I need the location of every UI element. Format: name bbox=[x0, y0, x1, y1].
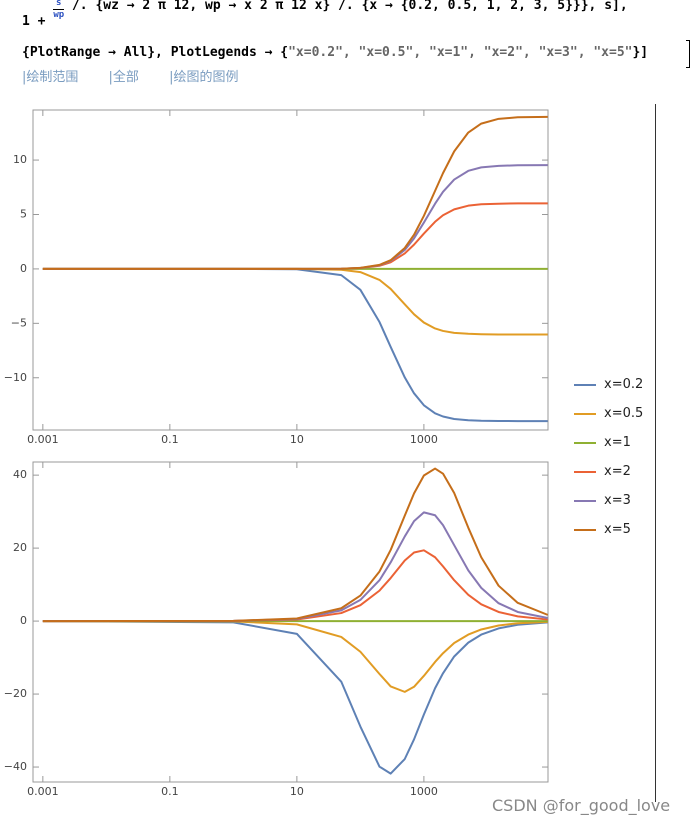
code-text: 1 + bbox=[22, 14, 46, 29]
plot-frame bbox=[32, 461, 549, 783]
legend-item: x=2 bbox=[574, 457, 643, 486]
legend-item: x=0.2 bbox=[574, 370, 643, 399]
watermark: CSDN @for_good_love bbox=[492, 796, 671, 815]
y-tick-label: 20 bbox=[13, 541, 27, 554]
suggestion-link[interactable]: |绘图的图例 bbox=[169, 70, 239, 85]
y-tick-label: 10 bbox=[13, 153, 27, 166]
legend-swatch bbox=[574, 441, 596, 444]
legend-label: x=3 bbox=[604, 493, 631, 508]
series-line bbox=[42, 620, 548, 693]
legend-item: x=1 bbox=[574, 428, 643, 457]
legend: x=0.2 x=0.5 x=1 x=2 x=3 x=5 bbox=[574, 370, 643, 544]
series-line bbox=[42, 549, 548, 623]
series-line bbox=[42, 620, 548, 775]
series-line bbox=[42, 467, 549, 623]
y-tick-label: −40 bbox=[4, 760, 27, 773]
suggestion-bar: |绘制范围 |全部 |绘图的图例 bbox=[22, 66, 264, 85]
legend-swatch bbox=[574, 412, 596, 415]
x-tick-label: 0.1 bbox=[161, 785, 179, 798]
code-strings: "x=0.2", "x=0.5", "x=1", "x=2", "x=3", "… bbox=[288, 45, 633, 60]
fraction: s wp bbox=[53, 0, 65, 21]
code-text: {PlotRange → All}, PlotLegends → { bbox=[22, 45, 289, 60]
code-line-2: {PlotRange → All}, PlotLegends → {"x=0.2… bbox=[22, 45, 648, 60]
series-line bbox=[42, 202, 548, 270]
legend-label: x=2 bbox=[604, 464, 631, 479]
series-line bbox=[42, 511, 548, 623]
code-line-1: 1 + s wp /. {wz → 2 π 12, wp → x 2 π 12 … bbox=[22, 0, 628, 30]
y-tick-label: 5 bbox=[20, 207, 27, 220]
x-tick-label: 0.001 bbox=[27, 785, 59, 798]
x-tick-label: 10 bbox=[290, 433, 304, 446]
y-tick-label: 0 bbox=[20, 262, 27, 275]
numerator: s bbox=[53, 0, 65, 10]
legend-label: x=1 bbox=[604, 435, 631, 450]
legend-item: x=3 bbox=[574, 486, 643, 515]
legend-swatch bbox=[574, 499, 596, 502]
y-tick-label: −10 bbox=[4, 371, 27, 384]
y-tick-label: −5 bbox=[11, 316, 27, 329]
y-tick-label: 40 bbox=[13, 468, 27, 481]
legend-item: x=0.5 bbox=[574, 399, 643, 428]
series-line bbox=[42, 267, 548, 336]
code-text: }] bbox=[632, 45, 649, 60]
y-tick-label: −20 bbox=[4, 687, 27, 700]
x-tick-label: 1000 bbox=[410, 433, 438, 446]
plot-frame bbox=[32, 109, 549, 431]
legend-label: x=0.5 bbox=[604, 406, 644, 421]
series-line bbox=[42, 164, 548, 270]
legend-swatch bbox=[574, 528, 596, 531]
series-line bbox=[42, 115, 548, 270]
output-bracket bbox=[655, 104, 656, 802]
legend-label: x=0.2 bbox=[604, 377, 644, 392]
x-tick-label: 0.001 bbox=[27, 433, 59, 446]
code-text: /. {wz → 2 π 12, wp → x 2 π 12 x} /. {x … bbox=[71, 0, 628, 13]
x-tick-label: 1000 bbox=[410, 785, 438, 798]
legend-swatch bbox=[574, 383, 596, 386]
series-line bbox=[42, 267, 548, 423]
x-tick-label: 10 bbox=[290, 785, 304, 798]
legend-swatch bbox=[574, 470, 596, 473]
legend-label: x=5 bbox=[604, 522, 631, 537]
x-tick-label: 0.1 bbox=[161, 433, 179, 446]
cell-bracket bbox=[686, 40, 690, 68]
legend-item: x=5 bbox=[574, 515, 643, 544]
suggestion-link[interactable]: |全部 bbox=[108, 70, 139, 85]
y-tick-label: 0 bbox=[20, 614, 27, 627]
suggestion-link[interactable]: |绘制范围 bbox=[22, 70, 79, 85]
denominator: wp bbox=[53, 10, 65, 20]
